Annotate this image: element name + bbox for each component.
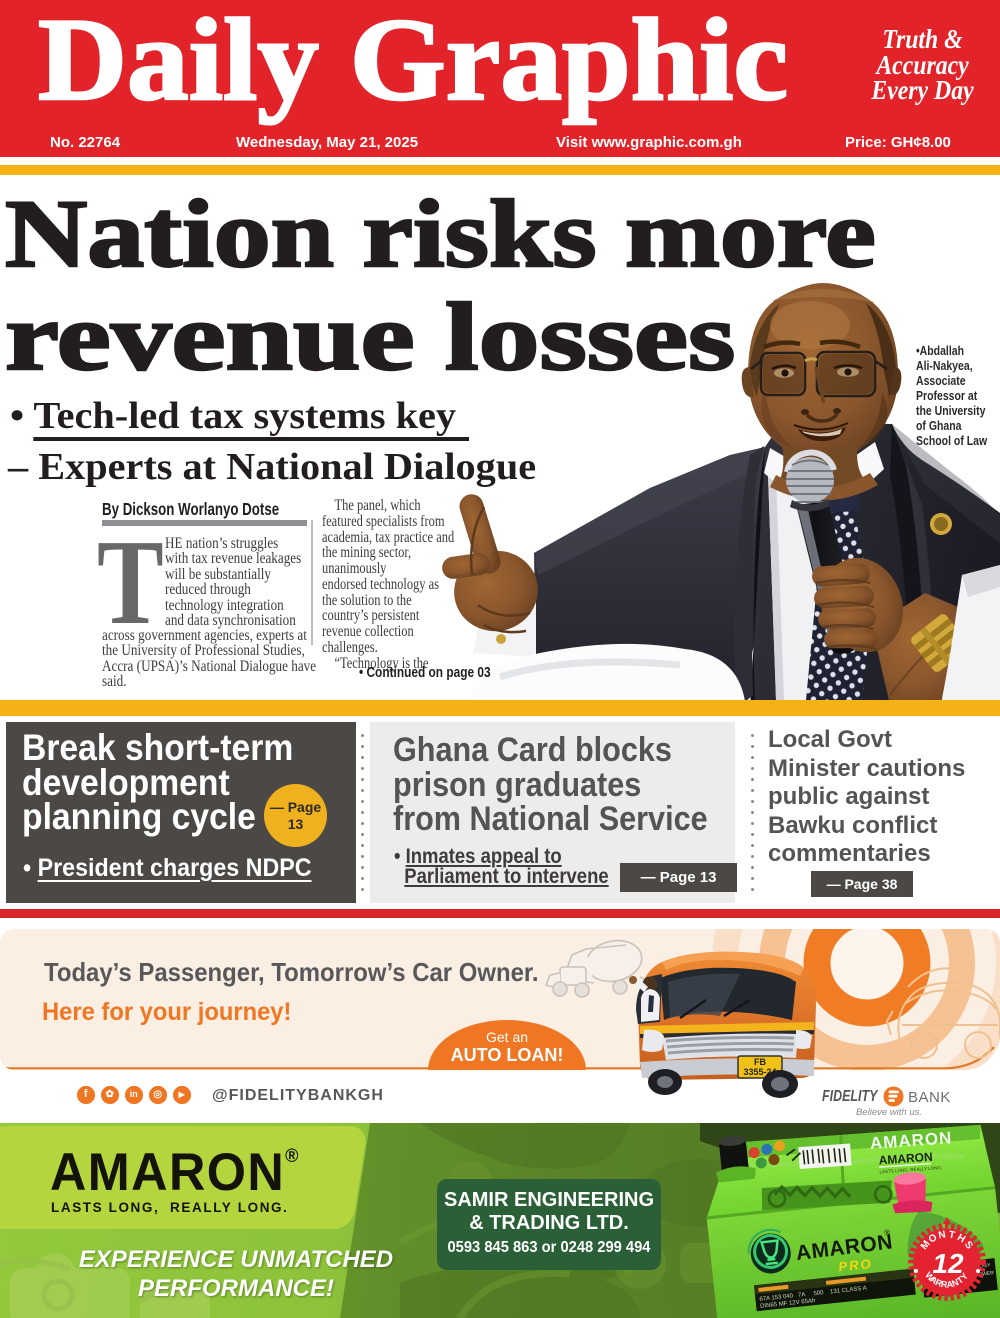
svg-text:3355-24: 3355-24 [743,1067,776,1077]
svg-text:T: T [955,1274,966,1286]
svg-text:T: T [948,1229,956,1241]
svg-text:PRO: PRO [838,1256,874,1274]
svg-text:®: ® [884,1228,891,1238]
svg-text:R: R [934,1277,944,1289]
svg-text:N: N [950,1277,960,1289]
svg-text:FB: FB [754,1057,766,1067]
svg-text:A: A [946,1279,954,1290]
svg-text:R: R [940,1279,948,1290]
svg-text:AMARON: AMARON [878,1150,933,1168]
svg-text:Y: Y [958,1271,970,1282]
svg-text:DIN65 MF 12V 65Ah: DIN65 MF 12V 65Ah [760,1298,816,1310]
svg-text:N: N [938,1229,947,1241]
svg-text:12: 12 [932,1248,964,1279]
svg-text:LASTS LONG. REALLY LONG.: LASTS LONG. REALLY LONG. [879,1165,942,1174]
svg-text:H: H [955,1232,967,1245]
svg-text:A: A [928,1274,940,1286]
